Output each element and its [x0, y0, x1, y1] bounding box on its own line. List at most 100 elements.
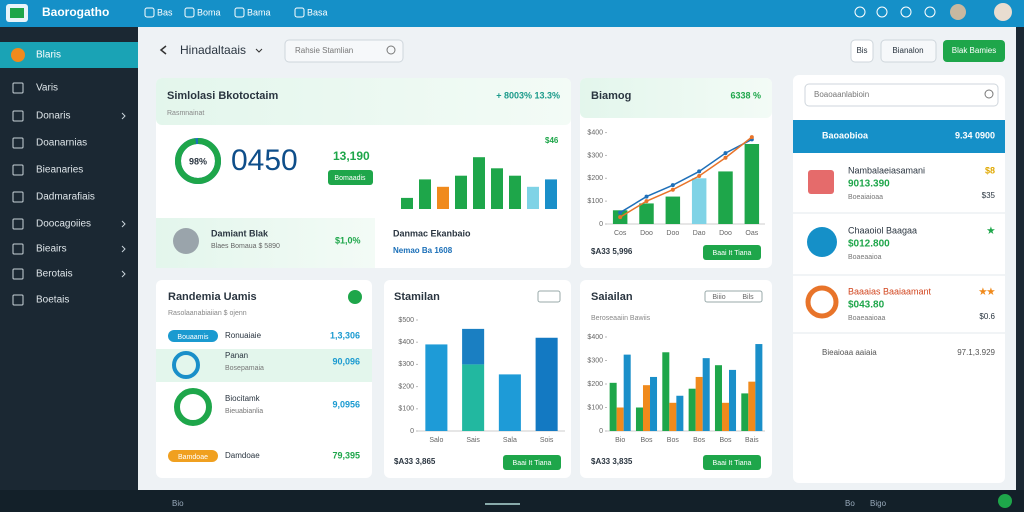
x-tick-label: Bos — [667, 437, 680, 444]
bar — [527, 186, 539, 209]
card-subtitle: Rasmnainat — [167, 110, 204, 117]
person-name: Damiant Blak — [211, 228, 269, 238]
tag-label: Bouaamis — [177, 334, 209, 341]
nav-icon — [144, 7, 155, 18]
metric: 13,190 — [333, 149, 370, 163]
sidebar-item[interactable]: Boetais — [36, 295, 69, 306]
bar — [425, 344, 448, 431]
item-detail: Boaeaaioaa — [848, 315, 885, 322]
sidebar-item[interactable]: Blaris — [36, 50, 61, 61]
y-tick-label: 0 — [599, 221, 603, 228]
brand: Baorogatho — [42, 5, 109, 19]
back-icon[interactable] — [159, 45, 167, 55]
bar — [650, 376, 658, 431]
nav-item[interactable]: Bama — [247, 7, 271, 17]
sidebar — [0, 27, 138, 490]
toggle-label[interactable]: Bils — [742, 294, 754, 301]
item-icon — [807, 227, 837, 257]
nav-item[interactable]: Boma — [197, 7, 221, 17]
y-tick-label: $400 — [587, 129, 603, 136]
tag-label: Bamdoae — [178, 454, 208, 461]
button-label: Bis — [856, 46, 867, 55]
top-icon[interactable] — [924, 6, 936, 18]
sidebar-item[interactable]: Donaris — [36, 111, 70, 122]
bar — [639, 203, 654, 224]
item-value: $043.80 — [848, 300, 885, 311]
sidebar-item[interactable]: Doocagoiies — [36, 219, 91, 230]
button-label[interactable]: Baai It Tiana — [713, 460, 752, 467]
bar — [401, 197, 413, 209]
nav-icon — [234, 7, 245, 18]
bar — [741, 393, 749, 431]
item-side: $35 — [982, 191, 996, 200]
bar — [623, 354, 631, 431]
button-box[interactable] — [880, 39, 937, 63]
panel-footer: Bieaioaa aaiaia — [822, 348, 877, 357]
sidebar-item[interactable]: Bieanaries — [36, 165, 83, 176]
item-icon — [808, 170, 834, 194]
item-badge: $8 — [985, 165, 995, 175]
card-subtitle: Beroseaaiin Bawiis — [591, 315, 651, 322]
item-icon — [11, 48, 25, 62]
row-detail: Bosepamaia — [225, 365, 264, 372]
y-tick-label: $100 — [398, 406, 414, 413]
item-badge: ★ — [987, 225, 996, 235]
card-toggle[interactable] — [537, 290, 561, 303]
panel-value: 9.34 0900 — [955, 130, 995, 140]
button[interactable] — [503, 455, 561, 470]
x-tick-label: Sala — [503, 437, 517, 444]
item-title: Chaaoiol Baagaa — [848, 225, 917, 235]
item-detail: Boaeaaioa — [848, 254, 882, 261]
sidebar-item[interactable]: Dadmarafiais — [36, 192, 95, 203]
top-icon[interactable] — [854, 6, 866, 18]
y-tick-label: $200 — [398, 383, 414, 390]
search-icon — [984, 89, 994, 99]
bar — [616, 407, 624, 431]
sidebar-item[interactable]: Bieairs — [36, 244, 67, 255]
item-icon — [12, 294, 24, 306]
point — [618, 215, 623, 220]
sidebar-item[interactable]: Berotais — [36, 269, 73, 280]
item-icon — [12, 164, 24, 176]
button-label[interactable]: Baai It Tiana — [513, 460, 552, 467]
top-icon[interactable] — [900, 6, 912, 18]
card — [580, 280, 772, 478]
big-number: 0450 — [231, 144, 298, 177]
bar — [748, 381, 756, 431]
point — [644, 199, 649, 204]
row-title: Ronuaiaie — [225, 331, 262, 340]
point — [697, 174, 702, 178]
chevron — [121, 270, 126, 278]
button-box[interactable] — [943, 40, 1005, 62]
item-title: Nambalaeiasamani — [848, 165, 925, 175]
item-icon — [12, 268, 24, 280]
row-value: 90,096 — [332, 356, 360, 366]
bar — [437, 186, 449, 209]
y-tick-label: $100 — [587, 404, 603, 411]
point — [723, 155, 728, 160]
item-icon — [12, 191, 24, 203]
bar — [744, 144, 760, 224]
sidebar-item[interactable]: Varis — [36, 83, 58, 94]
top-icon[interactable] — [876, 6, 888, 18]
y-tick-label: 0 — [410, 428, 414, 435]
bar — [729, 369, 737, 431]
button[interactable] — [703, 455, 761, 470]
button-box[interactable] — [850, 39, 874, 63]
status-dot — [998, 494, 1012, 508]
chevron — [255, 48, 263, 53]
panel-search[interactable] — [804, 83, 999, 107]
sidebar-item[interactable]: Doanarnias — [36, 138, 87, 149]
button-label[interactable]: Baai It Tiana — [713, 250, 752, 257]
card-toggle[interactable] — [704, 290, 763, 303]
item-value: 9013.390 — [848, 179, 890, 190]
card-footer: $A33 3,865 — [394, 457, 436, 466]
search-box[interactable] — [284, 39, 404, 63]
row-value: 9,0956 — [332, 399, 360, 409]
row-detail: Bieuabianlia — [225, 408, 263, 415]
nav-item[interactable]: Basa — [307, 7, 328, 17]
bar — [688, 388, 696, 431]
nav-item[interactable]: Bas — [157, 7, 173, 17]
toggle-label[interactable]: Biiio — [712, 294, 725, 301]
button[interactable] — [703, 245, 761, 260]
